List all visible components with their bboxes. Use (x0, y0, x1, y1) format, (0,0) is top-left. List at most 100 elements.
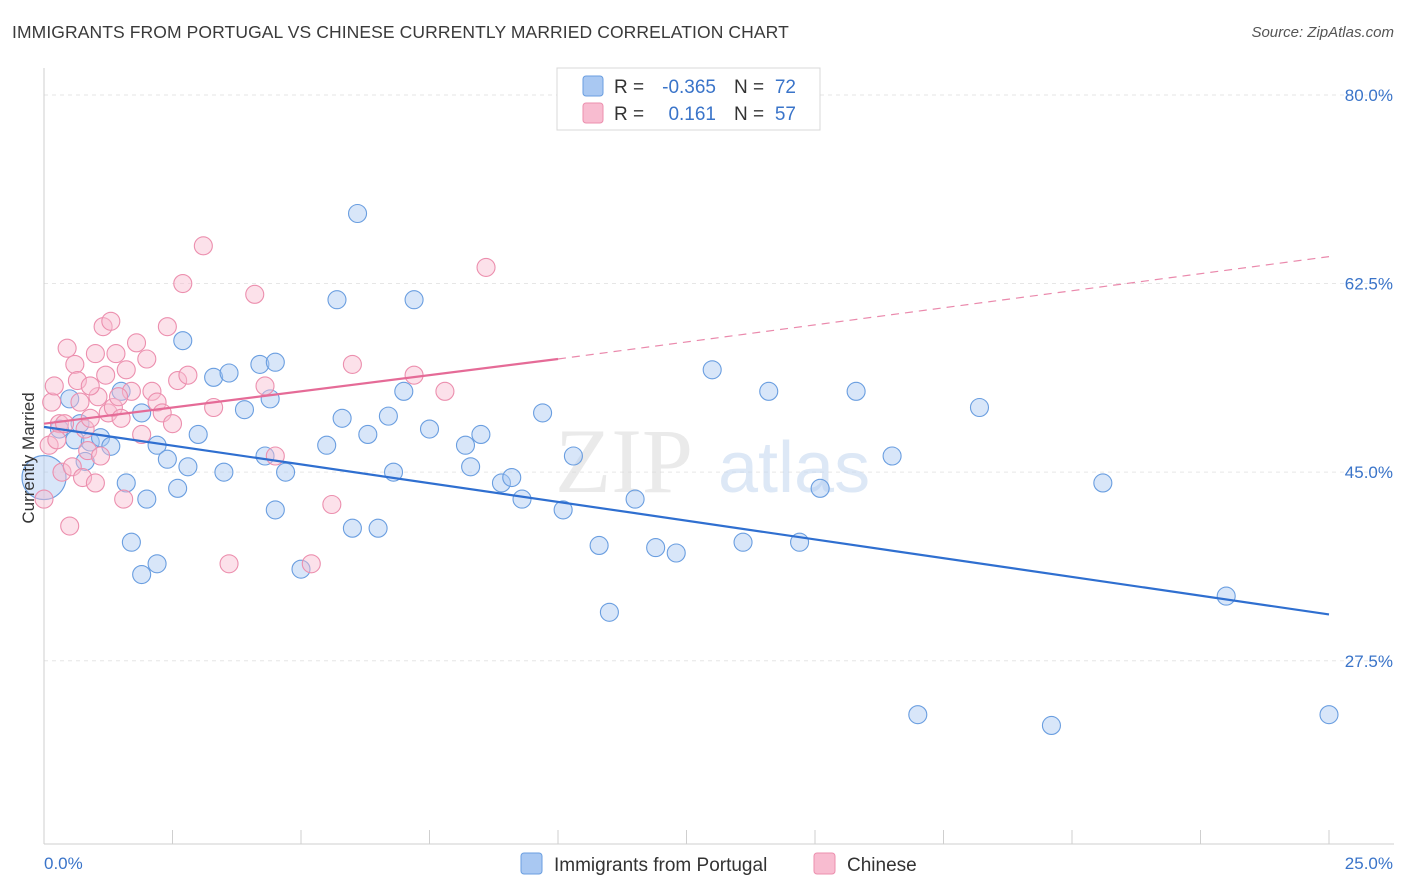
bottom-legend-label-portugal: Immigrants from Portugal (554, 855, 767, 876)
portugal-point (810, 478, 830, 498)
portugal-point (461, 457, 481, 477)
chinese-point (88, 387, 108, 407)
portugal-point (702, 360, 722, 380)
portugal-point (512, 489, 532, 509)
chinese-point (178, 365, 198, 385)
legend-n-label-chinese: N = (734, 104, 764, 125)
portugal-point (276, 462, 296, 482)
portugal-point (368, 518, 388, 538)
legend-r-value-portugal: -0.365 (662, 77, 716, 98)
portugal-point (250, 354, 270, 374)
chinese-point (98, 403, 118, 423)
portugal-point (173, 331, 193, 351)
portugal-point (234, 400, 255, 420)
portugal-point (502, 468, 522, 488)
chinese-point (90, 446, 111, 466)
portugal-point (168, 478, 188, 498)
portugal-point (589, 535, 609, 556)
y-tick-label: 62.5% (1345, 275, 1393, 294)
portugal-point (419, 419, 440, 439)
chinese-point (34, 489, 54, 509)
portugal-point (1041, 715, 1061, 735)
chart-title: IMMIGRANTS FROM PORTUGAL VS CHINESE CURR… (12, 22, 789, 42)
chinese-point (85, 344, 105, 364)
chinese-point (173, 274, 193, 294)
portugal-point (132, 565, 152, 585)
chinese-point (404, 365, 424, 385)
bottom-legend-swatch-chinese (813, 852, 836, 875)
portugal-point (882, 446, 902, 466)
portugal-point (969, 397, 990, 418)
portugal-point (116, 473, 136, 493)
chinese-point (193, 236, 213, 256)
chinese-point (116, 360, 136, 380)
chinese-point (85, 473, 105, 493)
chinese-point (60, 516, 80, 536)
chinese-point (57, 338, 77, 358)
legend-r-label-chinese: R = (614, 104, 644, 125)
portugal-point (204, 367, 224, 387)
chinese-point (322, 494, 342, 515)
chinese-point (147, 392, 167, 412)
legend-swatch-chinese (582, 102, 604, 124)
chinese-point (65, 354, 85, 374)
portugal-point (317, 435, 337, 455)
portugal-point (759, 381, 779, 401)
chinese-point (42, 392, 62, 412)
y-axis-label: Currently Married (19, 392, 38, 523)
chinese-point (47, 430, 67, 450)
portugal-point (646, 538, 666, 558)
chinese-point (219, 554, 239, 574)
portugal-point (563, 446, 583, 466)
portugal-point (491, 473, 512, 493)
legend-r-value-chinese: 0.161 (668, 104, 716, 125)
portugal-point (846, 381, 866, 401)
chinese-point (132, 424, 152, 444)
chinese-trend-line (43, 357, 559, 425)
portugal-point (219, 363, 239, 383)
portugal-point (394, 381, 414, 401)
legend-r-label-portugal: R = (614, 77, 644, 98)
watermark-atlas: atlas (718, 428, 870, 508)
chinese-point (67, 371, 87, 391)
portugal-point (121, 532, 141, 552)
portugal-point (147, 554, 167, 574)
x-tick-labels: 0.0% 25.0% (44, 854, 1393, 873)
portugal-point (404, 290, 424, 310)
y-tick-label: 45.0% (1345, 463, 1393, 482)
portugal-point (332, 408, 352, 428)
y-tick-label: 80.0% (1345, 86, 1393, 105)
watermark-zip: ZIP (555, 410, 693, 512)
portugal-point (60, 389, 80, 409)
legend-n-value-portugal: 72 (775, 77, 796, 98)
chinese-point (245, 284, 265, 304)
chinese-point (301, 554, 321, 574)
bottom-legend-label-chinese: Chinese (847, 855, 917, 876)
chinese-point (162, 414, 183, 434)
chinese-point (108, 387, 129, 407)
x-tick-label: 0.0% (44, 854, 83, 873)
portugal-point (157, 449, 177, 469)
y-tick-label: 27.5% (1345, 652, 1393, 671)
grid-lines (44, 94, 1394, 662)
portugal-point (455, 435, 476, 455)
portugal-point (358, 424, 378, 444)
y-tick-labels: 27.5% 45.0% 62.5% 80.0% (1345, 86, 1393, 671)
portugal-point (1216, 586, 1236, 606)
portugal-point (291, 559, 311, 579)
chinese-point (476, 257, 496, 277)
chinese-point (101, 311, 121, 331)
chinese-point (114, 489, 134, 509)
portugal-point (625, 489, 645, 509)
portugal-point (188, 424, 208, 444)
portugal-point (342, 518, 362, 538)
watermark: ZIP atlas (555, 410, 870, 512)
chinese-point (96, 365, 116, 385)
chinese-point (255, 376, 275, 396)
bottom-legend-swatch-portugal (520, 852, 543, 875)
chinese-point (137, 349, 157, 369)
portugal-point (265, 500, 285, 520)
portugal-point (553, 500, 573, 520)
portugal-point (347, 203, 368, 224)
